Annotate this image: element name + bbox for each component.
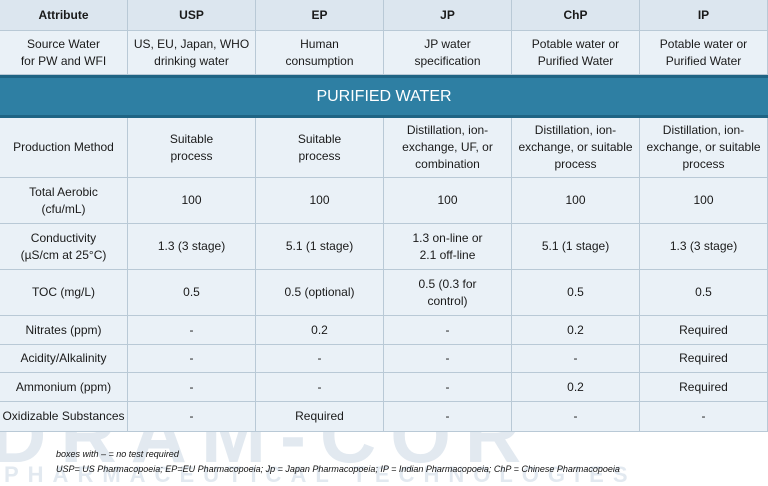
table-cell: 0.5 (128, 270, 256, 316)
table-cell: 0.5 (640, 270, 768, 316)
table-cell: - (128, 373, 256, 402)
table-cell: 100 (256, 178, 384, 224)
table-cell: - (640, 402, 768, 432)
table-cell: 0.5 (0.3 for control) (384, 270, 512, 316)
table-cell: Distillation, ion- exchange, or suitable… (640, 118, 768, 178)
table-cell: 100 (384, 178, 512, 224)
table-cell: 100 (128, 178, 256, 224)
table-cell: Production Method (0, 118, 128, 178)
table-cell: 5.1 (1 stage) (512, 224, 640, 270)
table-cell: - (256, 345, 384, 373)
table-cell: TOC (mg/L) (0, 270, 128, 316)
source-cell: Potable water or Purified Water (640, 31, 768, 75)
watermark-tagline: PHARMACEUTICAL TECHNOLOGIES (4, 462, 637, 486)
table-cell: - (384, 345, 512, 373)
table-cell: - (128, 345, 256, 373)
table-cell: 100 (640, 178, 768, 224)
table-cell: Required (640, 316, 768, 345)
table-cell: - (384, 402, 512, 432)
table-cell: 0.2 (256, 316, 384, 345)
table-cell: 0.2 (512, 373, 640, 402)
table-cell: 0.5 (optional) (256, 270, 384, 316)
header-cell: JP (384, 0, 512, 31)
header-cell: USP (128, 0, 256, 31)
table-cell: 0.2 (512, 316, 640, 345)
table-cell: Required (640, 345, 768, 373)
table-cell: - (512, 345, 640, 373)
table-cell: Acidity/Alkalinity (0, 345, 128, 373)
table-cell: - (256, 373, 384, 402)
header-cell: Attribute (0, 0, 128, 31)
table-cell: Distillation, ion- exchange, UF, or comb… (384, 118, 512, 178)
table-cell: - (128, 316, 256, 345)
header-cell: EP (256, 0, 384, 31)
table-cell: - (512, 402, 640, 432)
table-cell: Nitrates (ppm) (0, 316, 128, 345)
table-cell: Required (640, 373, 768, 402)
table-cell: - (384, 316, 512, 345)
table-cell: 5.1 (1 stage) (256, 224, 384, 270)
source-cell: US, EU, Japan, WHO drinking water (128, 31, 256, 75)
source-cell: Source Water for PW and WFI (0, 31, 128, 75)
table-cell: 100 (512, 178, 640, 224)
note: USP= US Pharmacopoeia; EP=EU Pharmacopoe… (56, 464, 620, 474)
table-cell: 1.3 on-line or 2.1 off-line (384, 224, 512, 270)
table-cell: Ammonium (ppm) (0, 373, 128, 402)
table-cell: Suitable process (256, 118, 384, 178)
source-cell: Human consumption (256, 31, 384, 75)
table-cell: - (384, 373, 512, 402)
table-cell: Required (256, 402, 384, 432)
table-cell: Conductivity (µS/cm at 25°C) (0, 224, 128, 270)
table-cell: - (128, 402, 256, 432)
table-cell: Oxidizable Substances (0, 402, 128, 432)
table-cell: 0.5 (512, 270, 640, 316)
source-cell: Potable water or Purified Water (512, 31, 640, 75)
table-cell: 1.3 (3 stage) (128, 224, 256, 270)
source-cell: JP water specification (384, 31, 512, 75)
header-cell: ChP (512, 0, 640, 31)
table-cell: Distillation, ion- exchange, or suitable… (512, 118, 640, 178)
table-cell: Total Aerobic (cfu/mL) (0, 178, 128, 224)
table-cell: 1.3 (3 stage) (640, 224, 768, 270)
table-cell: Suitable process (128, 118, 256, 178)
header-cell: IP (640, 0, 768, 31)
section-title: PURIFIED WATER (0, 75, 768, 118)
note: boxes with – = no test required (56, 449, 179, 459)
